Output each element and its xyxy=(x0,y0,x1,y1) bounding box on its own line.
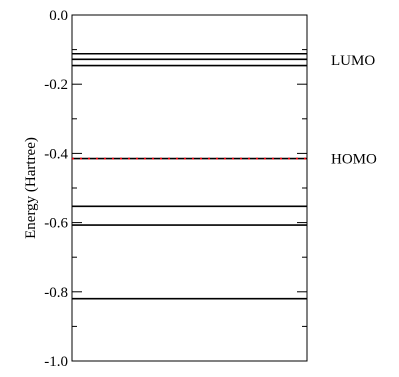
y-tick-label: -0.6 xyxy=(44,216,68,232)
level-annotation-lumo: LUMO xyxy=(331,53,375,69)
y-tick-label: -0.8 xyxy=(44,285,68,301)
y-tick-label: 0.0 xyxy=(49,8,68,24)
y-tick-label: -1.0 xyxy=(44,354,68,370)
y-axis-label: Energy (Hartree) xyxy=(23,137,39,239)
level-annotation-homo: HOMO xyxy=(331,152,377,168)
y-tick-label: -0.4 xyxy=(44,146,68,162)
y-tick-label: -0.2 xyxy=(44,77,68,93)
energy-levels xyxy=(72,52,307,300)
plot-frame xyxy=(71,14,308,362)
annotation-labels: LUMO HOMO xyxy=(331,53,377,168)
ticks-layer: 0.0 -0.2 -0.4 -0.6 -0.8 -1.0 xyxy=(44,8,307,370)
